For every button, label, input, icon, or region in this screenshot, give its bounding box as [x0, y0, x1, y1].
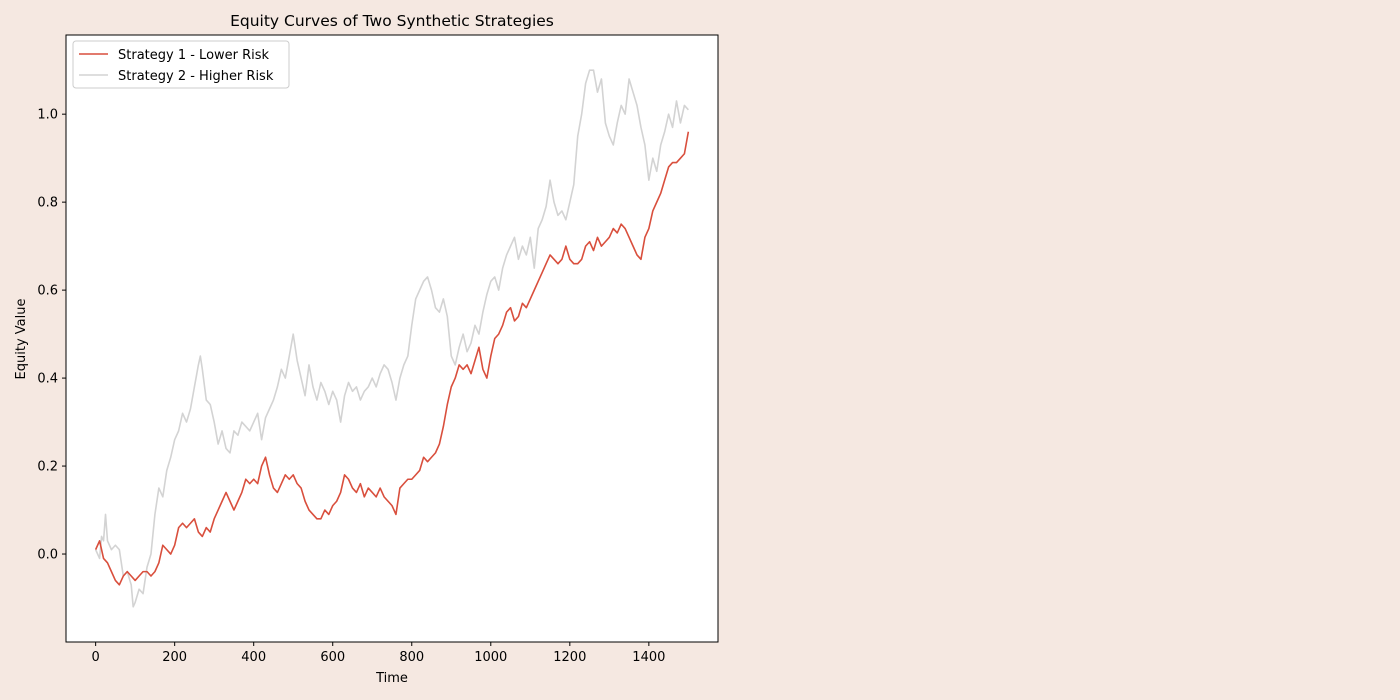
- series-line-strategy-2-higher-risk: [94, 69, 689, 608]
- x-axis: 0 200 400 600 800 1000 1200 1400: [91, 642, 665, 665]
- y-tick-label: 0.6: [37, 284, 58, 299]
- y-tick-label: 0.2: [37, 460, 58, 475]
- x-tick-label: 800: [399, 650, 424, 665]
- legend: Strategy 1 - Lower Risk Strategy 2 - Hig…: [72, 40, 290, 89]
- y-tick-label: 0.4: [37, 372, 58, 387]
- plot-frame: [65, 34, 719, 643]
- x-axis-label: Time: [375, 671, 408, 686]
- legend-box: [72, 40, 290, 89]
- legend-label-strategy-2: Strategy 2 - Higher Risk: [118, 69, 274, 84]
- y-tick-label: 1.0: [37, 108, 58, 123]
- series-line-strategy-1-lower-risk: [94, 131, 690, 586]
- x-tick-label: 200: [162, 650, 187, 665]
- y-axis: 0.0 0.2 0.4 0.6 0.8 1.0: [37, 108, 66, 563]
- x-tick-label: 1200: [553, 650, 586, 665]
- y-tick-label: 0.8: [37, 196, 58, 211]
- x-tick-label: 0: [91, 650, 99, 665]
- legend-label-strategy-1: Strategy 1 - Lower Risk: [118, 48, 270, 63]
- x-tick-label: 400: [241, 650, 266, 665]
- x-tick-label: 600: [320, 650, 345, 665]
- x-tick-label: 1000: [474, 650, 507, 665]
- x-tick-label: 1400: [632, 650, 665, 665]
- y-axis-label: Equity Value: [14, 299, 29, 380]
- y-tick-label: 0.0: [37, 548, 58, 563]
- plot-area: [66, 35, 718, 642]
- chart-title: Equity Curves of Two Synthetic Strategie…: [230, 12, 554, 30]
- series-layer: [94, 69, 690, 608]
